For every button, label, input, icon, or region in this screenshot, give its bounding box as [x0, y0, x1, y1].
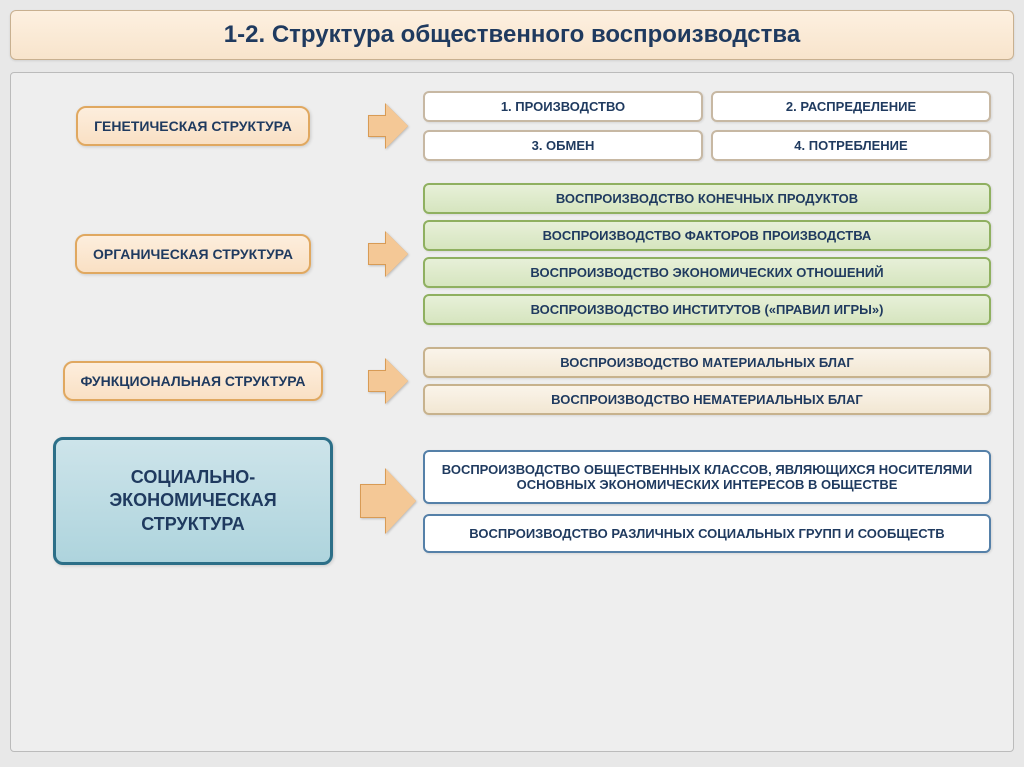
- arrow-icon: [368, 104, 408, 148]
- item-nonmaterial-goods: ВОСПРОИЗВОДСТВО НЕМАТЕРИАЛЬНЫХ БЛАГ: [423, 384, 991, 415]
- item-social-groups: ВОСПРОИЗВОДСТВО РАЗЛИЧНЫХ СОЦИАЛЬНЫХ ГРУ…: [423, 514, 991, 553]
- social-economic-structure-label: СОЦИАЛЬНО-ЭКОНОМИЧЕСКАЯ СТРУКТУРА: [53, 437, 333, 565]
- organic-structure-label: ОРГАНИЧЕСКАЯ СТРУКТУРА: [75, 234, 311, 274]
- organic-items: ВОСПРОИЗВОДСТВО КОНЕЧНЫХ ПРОДУКТОВ ВОСПР…: [423, 183, 991, 325]
- functional-structure-label: ФУНКЦИОНАЛЬНАЯ СТРУКТУРА: [63, 361, 324, 401]
- item-production-factors: ВОСПРОИЗВОДСТВО ФАКТОРОВ ПРОИЗВОДСТВА: [423, 220, 991, 251]
- arrow-icon: [360, 469, 416, 533]
- item-institutions: ВОСПРОИЗВОДСТВО ИНСТИТУТОВ («ПРАВИЛ ИГРЫ…: [423, 294, 991, 325]
- diagram-container: ГЕНЕТИЧЕСКАЯ СТРУКТУРА 1. ПРОИЗВОДСТВО 2…: [10, 72, 1014, 752]
- item-economic-relations: ВОСПРОИЗВОДСТВО ЭКОНОМИЧЕСКИХ ОТНОШЕНИЙ: [423, 257, 991, 288]
- item-consumption: 4. ПОТРЕБЛЕНИЕ: [711, 130, 991, 161]
- item-exchange: 3. ОБМЕН: [423, 130, 703, 161]
- section-functional: ФУНКЦИОНАЛЬНАЯ СТРУКТУРА ВОСПРОИЗВОДСТВО…: [33, 347, 991, 415]
- genetic-structure-label: ГЕНЕТИЧЕСКАЯ СТРУКТУРА: [76, 106, 310, 146]
- item-final-products: ВОСПРОИЗВОДСТВО КОНЕЧНЫХ ПРОДУКТОВ: [423, 183, 991, 214]
- arrow-icon: [368, 359, 408, 403]
- item-social-classes: ВОСПРОИЗВОДСТВО ОБЩЕСТВЕННЫХ КЛАССОВ, ЯВ…: [423, 450, 991, 504]
- section-social-economic: СОЦИАЛЬНО-ЭКОНОМИЧЕСКАЯ СТРУКТУРА ВОСПРО…: [33, 437, 991, 565]
- section-organic: ОРГАНИЧЕСКАЯ СТРУКТУРА ВОСПРОИЗВОДСТВО К…: [33, 183, 991, 325]
- item-production: 1. ПРОИЗВОДСТВО: [423, 91, 703, 122]
- genetic-items: 1. ПРОИЗВОДСТВО 2. РАСПРЕДЕЛЕНИЕ 3. ОБМЕ…: [423, 91, 991, 161]
- title-bar: 1-2. Структура общественного воспроизвод…: [10, 10, 1014, 60]
- social-economic-items: ВОСПРОИЗВОДСТВО ОБЩЕСТВЕННЫХ КЛАССОВ, ЯВ…: [423, 450, 991, 553]
- arrow-icon: [368, 232, 408, 276]
- item-material-goods: ВОСПРОИЗВОДСТВО МАТЕРИАЛЬНЫХ БЛАГ: [423, 347, 991, 378]
- functional-items: ВОСПРОИЗВОДСТВО МАТЕРИАЛЬНЫХ БЛАГ ВОСПРО…: [423, 347, 991, 415]
- section-genetic: ГЕНЕТИЧЕСКАЯ СТРУКТУРА 1. ПРОИЗВОДСТВО 2…: [33, 91, 991, 161]
- item-distribution: 2. РАСПРЕДЕЛЕНИЕ: [711, 91, 991, 122]
- page-title: 1-2. Структура общественного воспроизвод…: [31, 21, 993, 49]
